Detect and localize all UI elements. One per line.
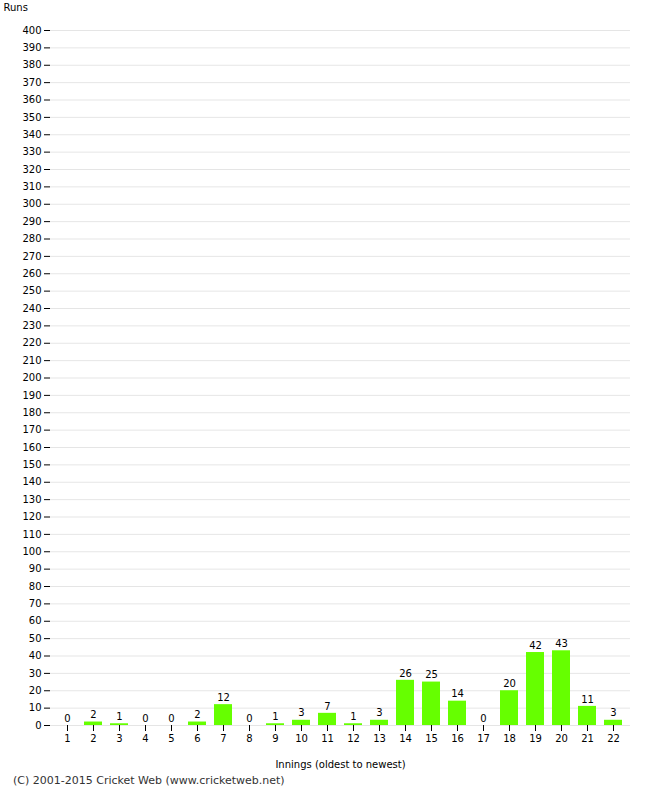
svg-text:12: 12 (217, 692, 230, 703)
svg-text:17: 17 (477, 733, 490, 744)
svg-text:26: 26 (399, 668, 412, 679)
svg-text:200: 200 (22, 372, 41, 383)
svg-text:240: 240 (22, 303, 41, 314)
svg-text:140: 140 (22, 476, 41, 487)
svg-text:7: 7 (324, 701, 330, 712)
svg-text:210: 210 (22, 355, 41, 366)
svg-text:9: 9 (272, 733, 278, 744)
svg-text:2: 2 (194, 709, 200, 720)
svg-text:4: 4 (142, 733, 148, 744)
svg-text:340: 340 (22, 129, 41, 140)
svg-text:350: 350 (22, 112, 41, 123)
svg-text:310: 310 (22, 181, 41, 192)
svg-text:0: 0 (35, 720, 41, 731)
svg-text:14: 14 (451, 688, 464, 699)
svg-text:11: 11 (321, 733, 334, 744)
svg-text:2: 2 (90, 709, 96, 720)
svg-text:180: 180 (22, 407, 41, 418)
svg-text:220: 220 (22, 337, 41, 348)
svg-text:190: 190 (22, 390, 41, 401)
svg-text:11: 11 (581, 694, 594, 705)
svg-text:3: 3 (610, 707, 616, 718)
svg-text:1: 1 (350, 711, 356, 722)
svg-text:20: 20 (29, 685, 42, 696)
svg-text:1: 1 (116, 711, 122, 722)
svg-text:270: 270 (22, 251, 41, 262)
svg-text:1: 1 (272, 711, 278, 722)
svg-text:10: 10 (295, 733, 308, 744)
html-text:(C) 2001-2015 Cricket Web (www: (C) 2001-2015 Cricket Web (www.cricketwe… (13, 774, 285, 787)
svg-text:100: 100 (22, 546, 41, 557)
svg-text:3: 3 (376, 707, 382, 718)
svg-text:42: 42 (529, 640, 542, 651)
svg-text:6: 6 (194, 733, 200, 744)
svg-text:14: 14 (399, 733, 412, 744)
svg-text:0: 0 (64, 713, 70, 724)
svg-text:370: 370 (22, 77, 41, 88)
svg-text:7: 7 (220, 733, 226, 744)
svg-text:150: 150 (22, 459, 41, 470)
svg-text:90: 90 (29, 563, 42, 574)
svg-text:20: 20 (503, 678, 516, 689)
svg-text:5: 5 (168, 733, 174, 744)
svg-text:320: 320 (22, 164, 41, 175)
svg-text:50: 50 (29, 633, 42, 644)
svg-text:10: 10 (29, 702, 42, 713)
svg-text:250: 250 (22, 285, 41, 296)
svg-text:3: 3 (116, 733, 122, 744)
svg-text:60: 60 (29, 615, 42, 626)
svg-text:22: 22 (607, 733, 620, 744)
svg-text:0: 0 (142, 713, 148, 724)
svg-text:80: 80 (29, 581, 42, 592)
svg-text:70: 70 (29, 598, 42, 609)
svg-text:1: 1 (64, 733, 70, 744)
svg-text:130: 130 (22, 494, 41, 505)
svg-text:400: 400 (22, 25, 41, 36)
svg-text:280: 280 (22, 233, 41, 244)
svg-text:390: 390 (22, 42, 41, 53)
svg-text:12: 12 (347, 733, 360, 744)
svg-text:8: 8 (246, 733, 252, 744)
svg-text:15: 15 (425, 733, 438, 744)
svg-text:300: 300 (22, 198, 41, 209)
svg-text:110: 110 (22, 529, 41, 540)
svg-text:20: 20 (555, 733, 568, 744)
svg-text:290: 290 (22, 216, 41, 227)
svg-text:19: 19 (529, 733, 542, 744)
svg-text:13: 13 (373, 733, 386, 744)
svg-text:30: 30 (29, 668, 42, 679)
svg-text:3: 3 (298, 707, 304, 718)
svg-text:160: 160 (22, 442, 41, 453)
svg-text:2: 2 (90, 733, 96, 744)
svg-text:0: 0 (246, 713, 252, 724)
svg-text:25: 25 (425, 669, 438, 680)
svg-text:Innings (oldest to newest): Innings (oldest to newest) (275, 759, 405, 770)
svg-text:43: 43 (555, 638, 568, 649)
svg-text:0: 0 (168, 713, 174, 724)
svg-text:21: 21 (581, 733, 594, 744)
svg-text:0: 0 (480, 713, 486, 724)
svg-text:170: 170 (22, 424, 41, 435)
svg-text:380: 380 (22, 59, 41, 70)
svg-text:330: 330 (22, 146, 41, 157)
svg-text:230: 230 (22, 320, 41, 331)
svg-text:16: 16 (451, 733, 464, 744)
svg-text:120: 120 (22, 511, 41, 522)
svg-text:360: 360 (22, 94, 41, 105)
svg-text:Runs: Runs (4, 2, 28, 13)
svg-text:40: 40 (29, 650, 42, 661)
svg-text:18: 18 (503, 733, 516, 744)
svg-text:260: 260 (22, 268, 41, 279)
